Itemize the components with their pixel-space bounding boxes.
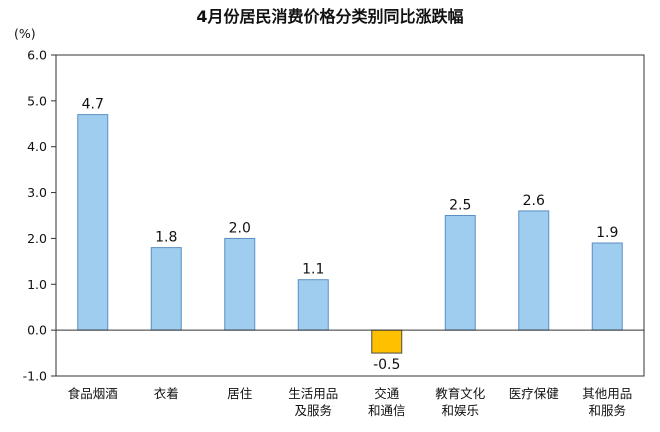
bar (297, 279, 329, 331)
x-category-label: 食品烟酒 (68, 386, 118, 401)
x-category-label: 其他用品 (582, 386, 632, 401)
y-tick-label: 6.0 (27, 48, 47, 63)
x-category-label: 衣着 (154, 386, 179, 401)
y-axis-unit: (%) (14, 26, 36, 41)
plot-frame (55, 54, 645, 377)
y-tick-label: 5.0 (27, 93, 47, 108)
data-labels: 4.7 1.8 2.0 1.1 -0.5 2.5 2.6 1.9 (82, 97, 619, 373)
bar-value-label: 2.0 (229, 220, 251, 236)
bar (591, 242, 623, 331)
y-tick-label: 4.0 (27, 139, 47, 154)
x-category-label: 和娱乐 (441, 403, 479, 418)
x-category-label: 和通信 (368, 403, 406, 418)
x-category-label: 教育文化 (435, 386, 486, 401)
bar (371, 329, 403, 354)
bar-value-label: 1.1 (302, 262, 324, 278)
bar (518, 210, 550, 331)
bar (444, 215, 476, 331)
y-axis: 6.0 5.0 4.0 3.0 2.0 1.0 0.0 -1.0 (23, 48, 56, 384)
y-tick-label: 2.0 (27, 231, 47, 246)
bar-value-label: -0.5 (373, 357, 400, 373)
x-category-label: 交通 (374, 386, 400, 401)
bar (77, 114, 109, 331)
chart-title: 4月份居民消费价格分类别同比涨跌幅 (196, 7, 463, 26)
bar (224, 237, 256, 331)
bar-value-label: 1.8 (155, 230, 177, 246)
x-category-label: 和服务 (588, 403, 626, 418)
bar-value-label: 1.9 (596, 225, 618, 241)
y-tick-label: 3.0 (27, 185, 47, 200)
y-tick-label: -1.0 (23, 369, 47, 384)
x-category-label: 及服务 (294, 403, 332, 418)
x-category-label: 居住 (227, 386, 253, 401)
x-category-label: 生活用品 (288, 386, 338, 401)
bar-value-label: 2.5 (449, 198, 471, 214)
y-tick-label: 0.0 (27, 323, 47, 338)
bar-value-label: 4.7 (82, 97, 104, 113)
bar (150, 247, 182, 331)
bar-value-label: 2.6 (523, 193, 545, 209)
x-category-label: 医疗保健 (509, 386, 560, 401)
bars (77, 114, 623, 354)
y-tick-label: 1.0 (27, 277, 47, 292)
